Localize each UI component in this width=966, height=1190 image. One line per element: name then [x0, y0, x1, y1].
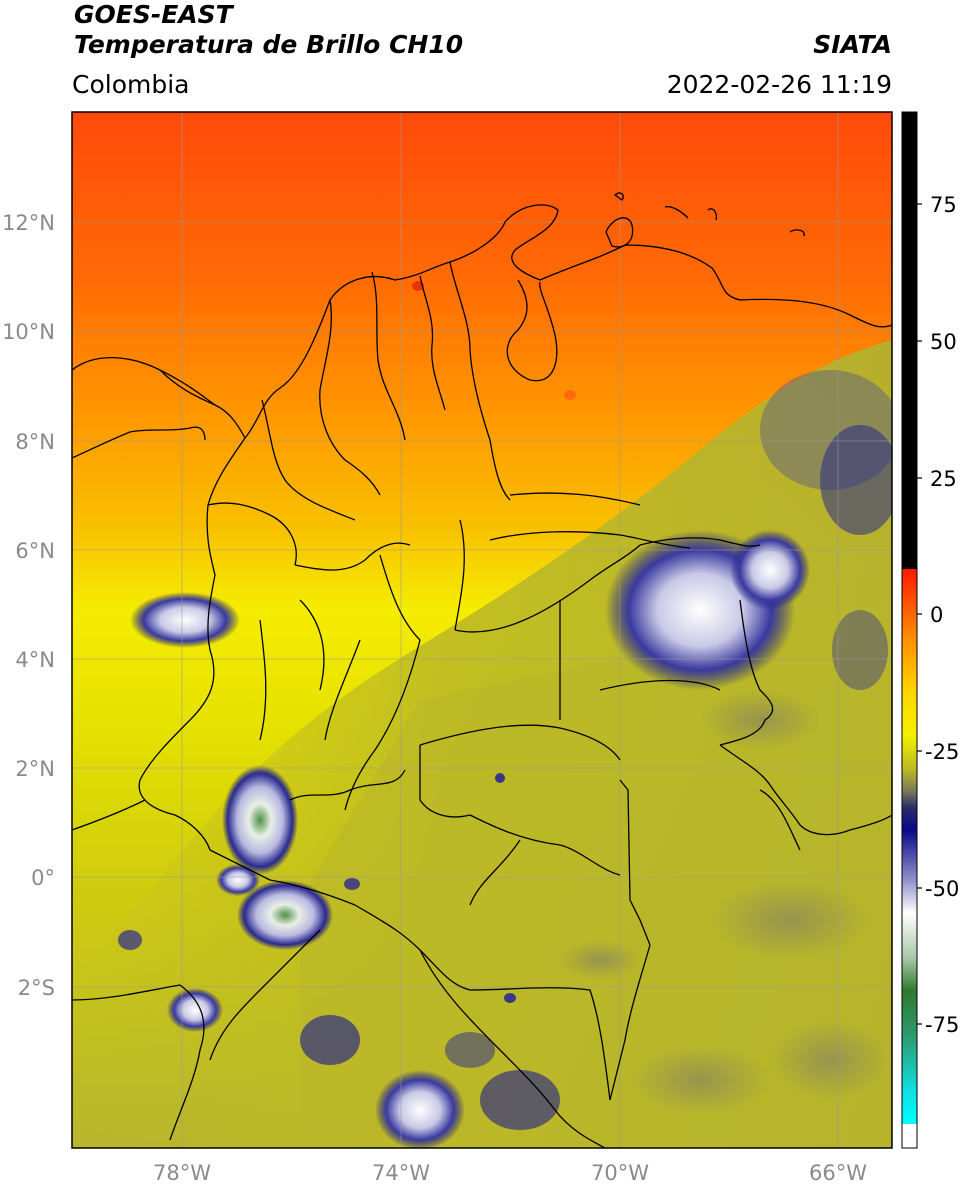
map-frame [71, 111, 893, 1149]
timestamp-label: 2022-02-26 11:19 [666, 70, 892, 99]
colorbar-tick-label: 25 [930, 467, 957, 491]
product-source: GOES-EAST [74, 0, 233, 29]
latitude-labels: 12°N 10°N 8°N 6°N 4°N 2°N 0° 2°S [2, 211, 55, 1000]
brightness-temperature-field [72, 112, 892, 1148]
lon-label: 66°W [809, 1161, 867, 1185]
brand-label: SIATA [813, 30, 892, 59]
lon-label: 70°W [591, 1161, 649, 1185]
country-borders [72, 192, 892, 1148]
lat-label: 4°N [15, 648, 55, 672]
lat-label: 2°S [18, 976, 55, 1000]
lat-label: 2°N [15, 757, 55, 781]
colorbar-tick-label: -25 [925, 740, 959, 764]
lat-label: 10°N [2, 320, 55, 344]
colorbar-tick-label: -50 [925, 877, 959, 901]
lat-label: 0° [31, 866, 55, 890]
colorbar-tick-label: 0 [930, 603, 943, 627]
graticule [72, 112, 892, 1148]
colorbar-frame [901, 111, 918, 1149]
product-title: Temperatura de Brillo CH10 [74, 30, 464, 59]
longitude-labels: 78°W 74°W 70°W 66°W [153, 1161, 867, 1185]
colorbar-tick-label: -75 [925, 1013, 959, 1037]
lat-label: 8°N [15, 430, 55, 454]
colorbar-white-segment [902, 1124, 917, 1148]
lat-label: 6°N [15, 539, 55, 563]
region-label: Colombia [72, 70, 190, 99]
lat-label: 12°N [2, 211, 55, 235]
colorbar-black-segment [902, 112, 917, 569]
colorbar: 75 50 25 0 -25 -50 -75 [901, 111, 959, 1149]
colorbar-gradient [902, 569, 917, 1124]
colorbar-tick-label: 75 [930, 193, 957, 217]
colorbar-tick-label: 50 [930, 330, 957, 354]
lon-label: 78°W [153, 1161, 211, 1185]
lon-label: 74°W [372, 1161, 430, 1185]
